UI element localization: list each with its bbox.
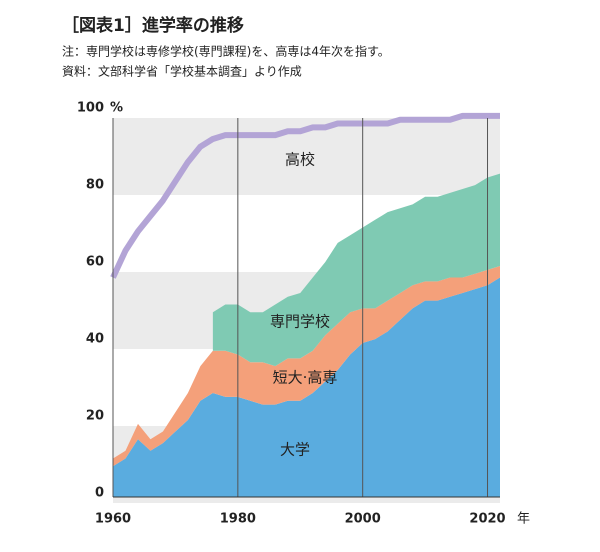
y-tick-label: 40 (86, 332, 104, 347)
chart-subtitle: 資料：文部科学省「学校基本調査」より作成 (62, 64, 302, 79)
chart-title: ［図表1］進学率の推移 (62, 15, 244, 36)
series-label: 短大·高専 (273, 369, 338, 387)
area (212, 173, 500, 367)
line (110, 112, 500, 279)
x-unit: 年 (517, 512, 530, 527)
y-tick-label: 20 (86, 409, 104, 424)
y-tick-label: 0 (95, 486, 104, 501)
y-tick-label: 80 (86, 178, 104, 193)
series-label: 大学 (280, 441, 310, 459)
y-tick-label: 100 (77, 101, 104, 116)
area (113, 266, 500, 467)
series-label: 高校 (285, 151, 315, 169)
series-label: 専門学校 (270, 313, 330, 331)
area (113, 277, 500, 497)
y-unit: % (110, 101, 123, 116)
x-tick-label: 1980 (220, 512, 256, 527)
x-tick-label: 1960 (95, 512, 131, 527)
y-tick-label: 60 (86, 255, 104, 270)
x-tick-label: 2020 (469, 512, 505, 527)
x-tick-label: 2000 (345, 512, 381, 527)
chart-subtitle: 注：専門学校は専修学校(専門課程)を、高専は4年次を指す。 (62, 44, 390, 59)
